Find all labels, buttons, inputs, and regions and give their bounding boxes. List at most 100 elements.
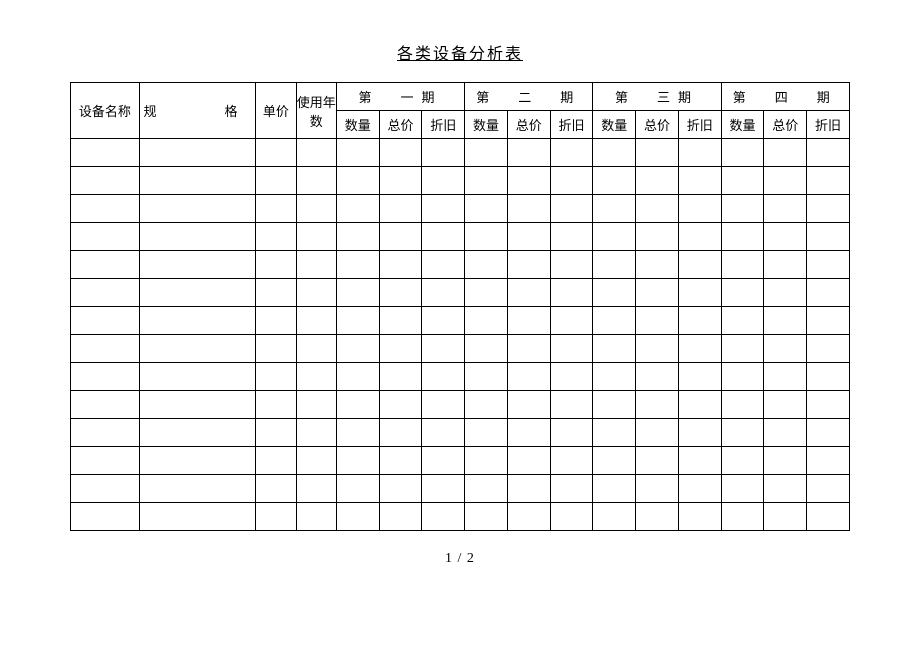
table-cell: [593, 447, 636, 475]
table-cell: [139, 475, 255, 503]
table-cell: [678, 503, 721, 531]
table-cell: [139, 223, 255, 251]
table-cell: [256, 503, 296, 531]
table-cell: [422, 335, 465, 363]
table-cell: [336, 363, 379, 391]
table-cell: [379, 195, 422, 223]
table-row: [71, 391, 850, 419]
table-cell: [465, 391, 508, 419]
table-cell: [678, 475, 721, 503]
table-cell: [336, 195, 379, 223]
table-cell: [422, 139, 465, 167]
table-cell: [807, 503, 850, 531]
table-cell: [721, 447, 764, 475]
table-cell: [465, 419, 508, 447]
table-cell: [507, 139, 550, 167]
table-cell: [336, 279, 379, 307]
table-cell: [678, 307, 721, 335]
header-total-4: 总价: [764, 111, 807, 139]
table-cell: [336, 419, 379, 447]
table-cell: [296, 279, 336, 307]
table-cell: [256, 419, 296, 447]
table-cell: [807, 251, 850, 279]
table-cell: [636, 335, 679, 363]
table-cell: [807, 363, 850, 391]
header-dep-4: 折旧: [807, 111, 850, 139]
header-years: 使用年数: [296, 83, 336, 139]
header-spec: 规 格: [139, 83, 255, 139]
table-cell: [296, 139, 336, 167]
header-qty-1: 数量: [336, 111, 379, 139]
table-cell: [336, 503, 379, 531]
table-cell: [71, 251, 140, 279]
table-cell: [71, 447, 140, 475]
table-row: [71, 251, 850, 279]
table-cell: [422, 307, 465, 335]
table-cell: [296, 223, 336, 251]
table-cell: [636, 307, 679, 335]
table-cell: [422, 419, 465, 447]
table-cell: [550, 167, 593, 195]
table-cell: [507, 335, 550, 363]
table-cell: [336, 139, 379, 167]
table-cell: [336, 223, 379, 251]
table-cell: [256, 335, 296, 363]
table-cell: [507, 167, 550, 195]
table-cell: [678, 167, 721, 195]
table-cell: [336, 475, 379, 503]
table-cell: [422, 391, 465, 419]
table-cell: [465, 307, 508, 335]
table-cell: [465, 139, 508, 167]
table-cell: [507, 391, 550, 419]
table-cell: [422, 167, 465, 195]
header-price: 单价: [256, 83, 296, 139]
table-cell: [550, 223, 593, 251]
table-cell: [336, 307, 379, 335]
table-cell: [379, 391, 422, 419]
table-cell: [71, 307, 140, 335]
table-cell: [379, 475, 422, 503]
table-cell: [507, 475, 550, 503]
table-cell: [721, 223, 764, 251]
table-cell: [678, 335, 721, 363]
table-cell: [807, 223, 850, 251]
table-cell: [422, 475, 465, 503]
table-row: [71, 447, 850, 475]
table-cell: [256, 475, 296, 503]
table-cell: [71, 503, 140, 531]
table-cell: [636, 223, 679, 251]
header-total-1: 总价: [379, 111, 422, 139]
table-cell: [507, 503, 550, 531]
table-cell: [379, 223, 422, 251]
table-cell: [139, 447, 255, 475]
table-row: [71, 307, 850, 335]
table-cell: [422, 251, 465, 279]
table-row: [71, 167, 850, 195]
table-cell: [296, 447, 336, 475]
table-cell: [296, 195, 336, 223]
table-cell: [71, 167, 140, 195]
table-cell: [636, 139, 679, 167]
table-cell: [764, 503, 807, 531]
table-cell: [721, 139, 764, 167]
table-cell: [678, 391, 721, 419]
table-row: [71, 363, 850, 391]
table-cell: [422, 447, 465, 475]
table-cell: [296, 307, 336, 335]
table-cell: [764, 139, 807, 167]
table-cell: [71, 335, 140, 363]
table-cell: [379, 363, 422, 391]
table-cell: [422, 363, 465, 391]
table-cell: [139, 167, 255, 195]
table-cell: [678, 223, 721, 251]
table-cell: [379, 419, 422, 447]
table-cell: [721, 167, 764, 195]
table-cell: [336, 251, 379, 279]
table-cell: [507, 447, 550, 475]
table-cell: [139, 139, 255, 167]
table-cell: [296, 363, 336, 391]
table-cell: [336, 167, 379, 195]
table-cell: [507, 195, 550, 223]
table-cell: [593, 475, 636, 503]
table-cell: [764, 307, 807, 335]
